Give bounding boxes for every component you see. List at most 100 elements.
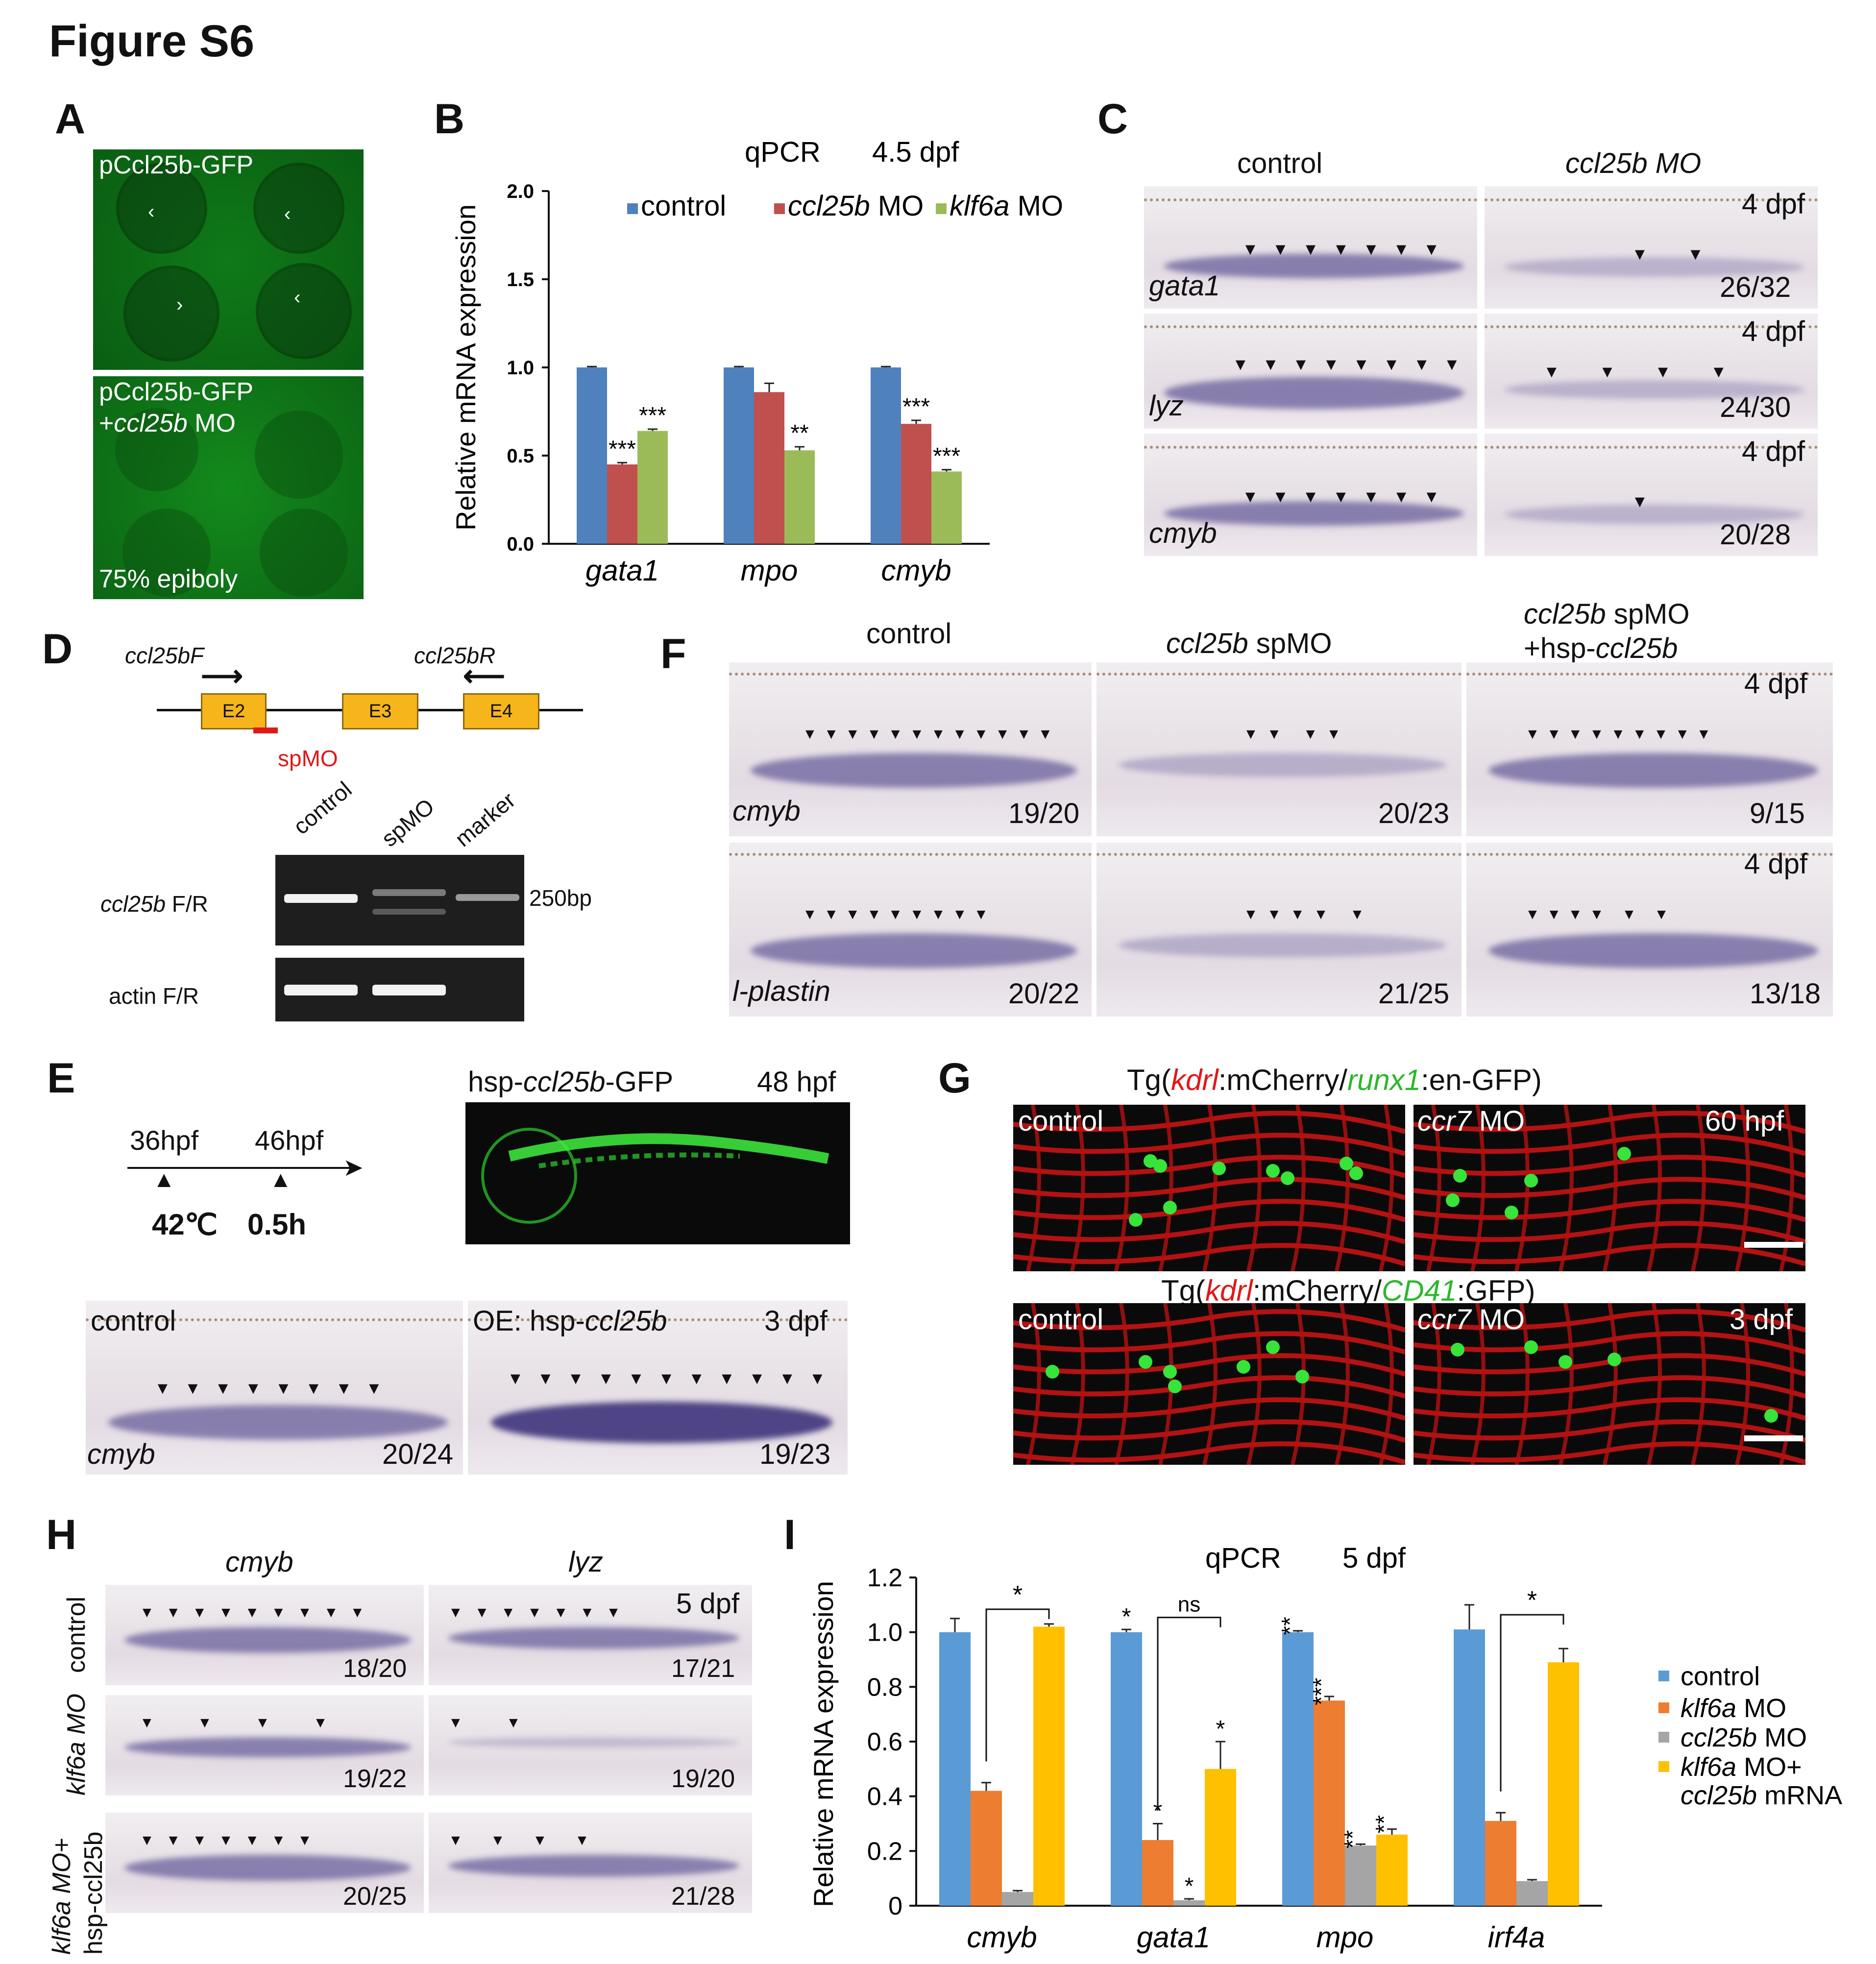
panel-h-col-2: lyz (568, 1546, 603, 1578)
panel-h-ratio: 19/22 (343, 1765, 407, 1793)
vessel (1013, 1397, 1405, 1421)
arrowheads: ▼▼▼▼▼▼▼▼▼▼ (1232, 355, 1477, 374)
vessel (1514, 1303, 1530, 1465)
panel-a-top-image: ‹ ‹ › ‹ pCcl25b-GFP (93, 149, 364, 370)
chart-i-legend-swatch (1658, 1702, 1669, 1713)
chart-b-legend-label: control (641, 190, 726, 222)
chart-i-ytick-label: 1.0 (867, 1619, 902, 1647)
panel-h-image: ▼ ▼ ▼ ▼ (429, 1813, 752, 1913)
vessel (1291, 1303, 1306, 1465)
arrowheads: ▼▼▼▼▼▼▼▼ (154, 1379, 396, 1398)
panel-g-mo-label: ccr7 MO (1417, 1107, 1525, 1136)
dorsal (729, 673, 1092, 677)
actin-band-control (284, 985, 358, 995)
chart-i-legend-label: ccl25b mRNA (1681, 1781, 1842, 1810)
f-col3-l2-ital: ccl25b (1595, 632, 1678, 664)
dorsal (1466, 673, 1833, 677)
vessel (1603, 1105, 1618, 1271)
panel-e-control-image: ▼▼▼▼▼▼▼▼ (86, 1301, 463, 1475)
staining (1118, 752, 1447, 777)
vessel (1202, 1105, 1218, 1271)
e-fl-ital: ccl25b (523, 1066, 606, 1098)
arrowheads: ▼▼▼▼▼▼▼ (448, 1604, 633, 1621)
chart-i-bracket (985, 1608, 1050, 1762)
panel-c-ratio: 20/28 (1720, 519, 1791, 551)
panel-g-label: control (1018, 1304, 1104, 1335)
vessel-network (1413, 1105, 1805, 1271)
staining (124, 1855, 411, 1881)
chart-i-ytick-label: 0.8 (867, 1673, 902, 1701)
scale-bar (1744, 1435, 1803, 1441)
panel-a-stage: 75% epiboly (99, 565, 238, 593)
gfp-cell (1266, 1340, 1280, 1354)
gel-row-1-label: ccl25b F/R (100, 893, 208, 915)
chart-b-legend-swatch (627, 203, 638, 214)
chart-i-ytick-label: 0.6 (867, 1728, 902, 1756)
chart-i-sig: * (1153, 1798, 1163, 1824)
panel-e-fl-stage: 48 hpf (757, 1066, 836, 1098)
chart-i-ytick-label: 0.2 (867, 1837, 902, 1866)
chart-i-sig: *** (1309, 1678, 1335, 1705)
vessel (1426, 1303, 1441, 1465)
chart-i-bracket (1157, 1617, 1221, 1811)
chart-i-sig: ** (1340, 1830, 1366, 1848)
vessel (1470, 1303, 1486, 1465)
chart-b-bar (607, 464, 637, 544)
chart-i-ytick-label: 1.2 (867, 1564, 902, 1592)
panel-f-image: ▼▼ ▼▼ (1096, 662, 1462, 836)
chart-b-xtick-label: mpo (741, 554, 798, 587)
panel-c-mo-lyz: ▼▼▼▼ (1485, 314, 1818, 429)
panel-h-row-label-4: hsp-ccl25b (79, 1832, 108, 1955)
chart-b-bar (784, 450, 815, 544)
panel-f-gene-label: l-plastin (732, 975, 830, 1007)
arrowheads: ▼▼▼▼▼▼▼▼▼ (140, 1604, 377, 1621)
vessel (1413, 1155, 1805, 1178)
chart-b-legend-label: ccl25b MO (788, 190, 924, 222)
bl2-prefix: + (99, 409, 114, 437)
chart-b-ytick-label: 1.5 (507, 269, 534, 291)
vessel (1114, 1105, 1129, 1271)
timeline-arrowhead: ➤ (343, 1154, 364, 1181)
vessel (1026, 1105, 1041, 1271)
panel-c-col-mo: ccl25b MO (1565, 149, 1701, 178)
ccr7-ital: ccr7 (1417, 1304, 1471, 1335)
svg-text:›: › (176, 294, 183, 315)
panel-g-confocal-image (1413, 1105, 1805, 1271)
gfp-cell (1153, 1159, 1167, 1173)
panel-e-fluorescence-image (465, 1102, 850, 1244)
col-mo-text: ccl25b MO (1565, 147, 1702, 179)
arrowheads: ▼▼▼▼ (1543, 363, 1766, 381)
chart-i-xtick-label: gata1 (1137, 1921, 1210, 1954)
bl2-ital: ccl25b (114, 409, 188, 437)
timeline-mark-1: ▲ (153, 1166, 175, 1192)
vessel (1070, 1303, 1085, 1465)
arrowheads: ▼▼▼▼▼▼▼▼▼▼▼ (507, 1369, 840, 1388)
primer-r-label: ccl25bR (414, 643, 496, 668)
panel-d-gene-diagram: ccl25bF ⟶ ccl25bR ⟵ E2 E3 E4 spMO (120, 637, 610, 784)
arrowheads: ▼ ▼ (448, 1715, 540, 1731)
embryo-outlines-mo (115, 408, 348, 597)
dorsal (729, 853, 1092, 857)
dorsal (1144, 325, 1477, 329)
panel-c-stage: 4 dpf (1742, 436, 1805, 467)
chart-b-bar (724, 367, 754, 544)
panel-f-stage: 4 dpf (1744, 668, 1807, 700)
panel-e-oe-label: OE: hsp-ccl25b (473, 1307, 667, 1335)
vessel (1158, 1105, 1173, 1271)
f-col3-l2: +hsp- (1524, 632, 1596, 664)
panel-e-fl-label: hsp-ccl25b-GFP (468, 1068, 673, 1096)
primer-f-label: ccl25bF (125, 643, 204, 668)
vessel (1413, 1331, 1805, 1355)
chart-i-bar (1485, 1820, 1516, 1906)
exon-e3: E3 (342, 693, 418, 729)
chart-b-ytick-label: 0.5 (507, 445, 534, 467)
staining (124, 1627, 411, 1653)
f-col2-ital: ccl25b (1166, 628, 1248, 659)
staining (751, 752, 1077, 788)
chart-i-bar (1111, 1632, 1142, 1906)
mo-suffix: MO (1471, 1304, 1525, 1335)
chart-i-bar (939, 1632, 971, 1906)
vessel (1013, 1199, 1405, 1222)
panel-e-gene: cmyb (87, 1438, 155, 1470)
chart-i-title-left: qPCR (1205, 1542, 1281, 1574)
